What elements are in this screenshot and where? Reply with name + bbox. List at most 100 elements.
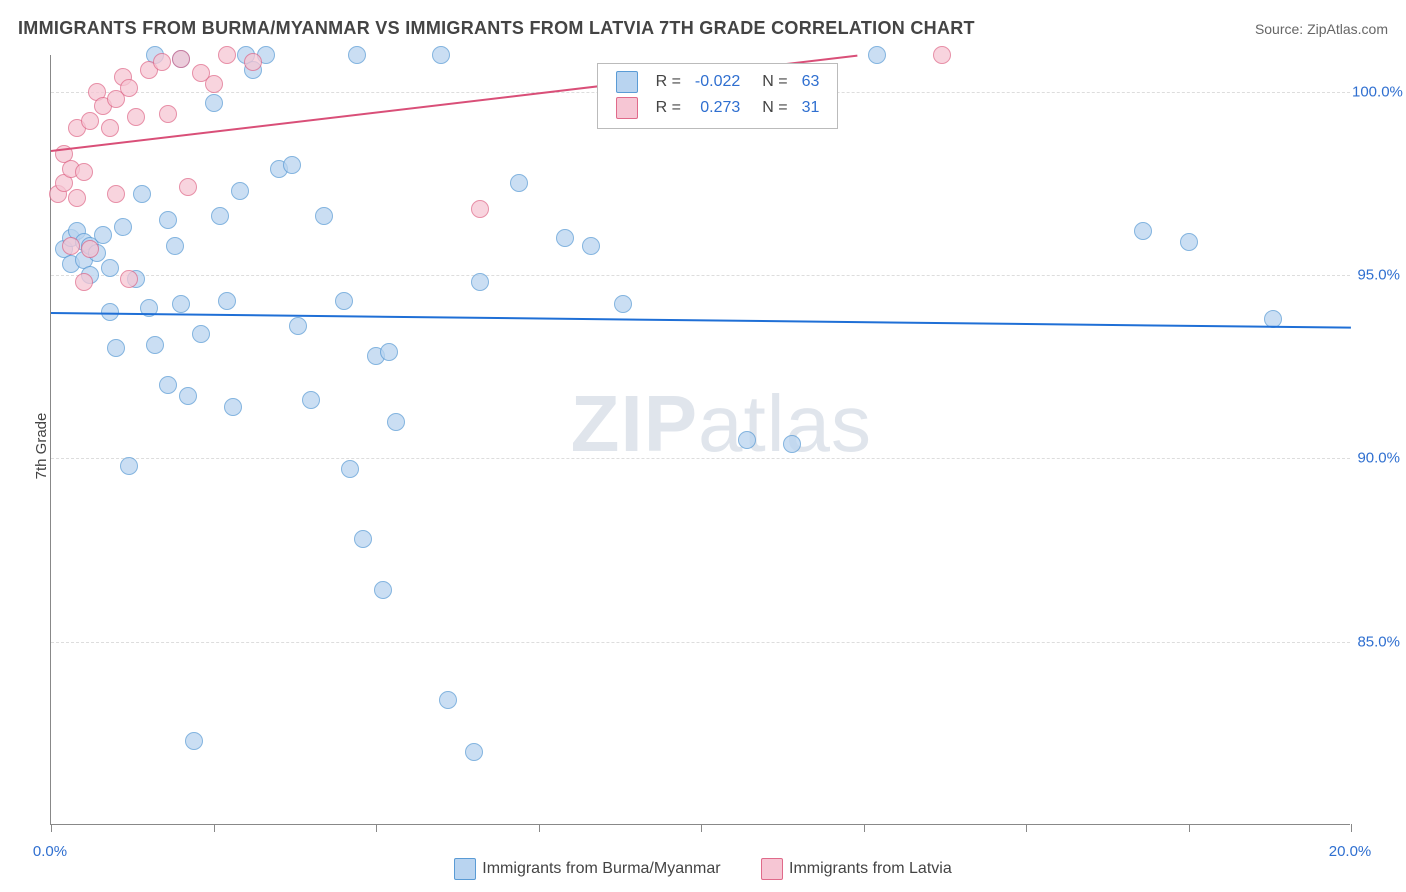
data-point (432, 46, 450, 64)
y-tick-label: 100.0% (1352, 83, 1400, 100)
data-point (231, 182, 249, 200)
data-point (1264, 310, 1282, 328)
x-tick (864, 824, 865, 832)
data-point (166, 237, 184, 255)
data-point (380, 343, 398, 361)
data-point (101, 119, 119, 137)
data-point (341, 460, 359, 478)
watermark-light: atlas (698, 379, 872, 468)
data-point (510, 174, 528, 192)
data-point (172, 50, 190, 68)
data-point (302, 391, 320, 409)
legend-bottom: Immigrants from Burma/Myanmar Immigrants… (0, 858, 1406, 880)
data-point (556, 229, 574, 247)
data-point (614, 295, 632, 313)
data-point (354, 530, 372, 548)
data-point (783, 435, 801, 453)
legend-swatch-latvia (761, 858, 783, 880)
x-tick (1351, 824, 1352, 832)
watermark: ZIPatlas (571, 378, 872, 470)
data-point (107, 185, 125, 203)
data-point (133, 185, 151, 203)
legend-label-latvia: Immigrants from Latvia (789, 860, 952, 877)
data-point (107, 339, 125, 357)
gridline (51, 275, 1350, 276)
data-point (75, 273, 93, 291)
data-point (192, 325, 210, 343)
y-tick-label: 90.0% (1352, 450, 1400, 467)
legend-item-burma: Immigrants from Burma/Myanmar (454, 860, 725, 877)
data-point (205, 75, 223, 93)
gridline (51, 642, 1350, 643)
data-point (140, 299, 158, 317)
x-tick (701, 824, 702, 832)
data-point (387, 413, 405, 431)
data-point (289, 317, 307, 335)
data-point (179, 178, 197, 196)
data-point (218, 292, 236, 310)
data-point (159, 105, 177, 123)
watermark-bold: ZIP (571, 379, 698, 468)
chart-header: IMMIGRANTS FROM BURMA/MYANMAR VS IMMIGRA… (18, 18, 1388, 39)
correlation-legend: R =-0.022N =63R =0.273N =31 (597, 63, 839, 129)
data-point (120, 457, 138, 475)
x-tick (1026, 824, 1027, 832)
data-point (471, 273, 489, 291)
source-attribution: Source: ZipAtlas.com (1255, 21, 1388, 37)
data-point (374, 581, 392, 599)
data-point (68, 189, 86, 207)
data-point (159, 376, 177, 394)
data-point (348, 46, 366, 64)
data-point (465, 743, 483, 761)
data-point (224, 398, 242, 416)
data-point (172, 295, 190, 313)
data-point (120, 79, 138, 97)
x-tick (376, 824, 377, 832)
data-point (582, 237, 600, 255)
data-point (81, 112, 99, 130)
gridline (51, 458, 1350, 459)
data-point (159, 211, 177, 229)
data-point (335, 292, 353, 310)
data-point (179, 387, 197, 405)
plot-area: ZIPatlas 85.0%90.0%95.0%100.0%R =-0.022N… (50, 55, 1350, 825)
x-tick-label: 0.0% (33, 843, 67, 860)
y-tick-label: 95.0% (1352, 267, 1400, 284)
x-tick-label: 20.0% (1329, 843, 1372, 860)
data-point (185, 732, 203, 750)
data-point (218, 46, 236, 64)
data-point (153, 53, 171, 71)
data-point (94, 226, 112, 244)
data-point (868, 46, 886, 64)
data-point (127, 108, 145, 126)
data-point (283, 156, 301, 174)
chart-title: IMMIGRANTS FROM BURMA/MYANMAR VS IMMIGRA… (18, 18, 975, 39)
data-point (101, 259, 119, 277)
data-point (439, 691, 457, 709)
correlation-table: R =-0.022N =63R =0.273N =31 (608, 68, 828, 122)
data-point (471, 200, 489, 218)
data-point (933, 46, 951, 64)
data-point (75, 163, 93, 181)
data-point (114, 218, 132, 236)
data-point (62, 237, 80, 255)
data-point (315, 207, 333, 225)
data-point (81, 240, 99, 258)
data-point (1134, 222, 1152, 240)
data-point (146, 336, 164, 354)
x-tick (214, 824, 215, 832)
x-tick (539, 824, 540, 832)
legend-swatch-burma (454, 858, 476, 880)
data-point (211, 207, 229, 225)
data-point (244, 53, 262, 71)
x-tick (1189, 824, 1190, 832)
data-point (738, 431, 756, 449)
data-point (101, 303, 119, 321)
legend-label-burma: Immigrants from Burma/Myanmar (482, 860, 720, 877)
data-point (205, 94, 223, 112)
y-axis-label: 7th Grade (33, 413, 50, 480)
data-point (1180, 233, 1198, 251)
legend-item-latvia: Immigrants from Latvia (761, 860, 952, 877)
trendline (51, 312, 1351, 329)
y-tick-label: 85.0% (1352, 633, 1400, 650)
